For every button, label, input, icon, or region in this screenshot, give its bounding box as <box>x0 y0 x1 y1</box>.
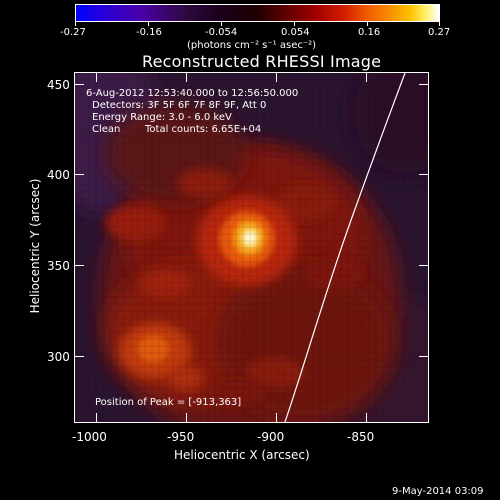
peak-position-label: Position of Peak = [-913,363] <box>95 397 242 408</box>
generation-timestamp: 9-May-2014 03:09 <box>392 486 484 497</box>
rhessi-image <box>75 73 428 422</box>
info-time-range: 6-Aug-2012 12:53:40.000 to 12:56:50.000 <box>86 88 299 99</box>
y-tick-mark <box>419 84 428 85</box>
x-tick-mark <box>276 413 277 422</box>
colorbar-tick-mark <box>439 22 440 26</box>
info-total-counts: Total counts: 6.65E+04 <box>145 124 262 135</box>
info-energy-range: Energy Range: 3.0 - 6.0 keV <box>92 112 232 123</box>
y-tick-label: 450 <box>47 78 70 92</box>
x-tick-label: -950 <box>167 430 195 444</box>
rhessi-image-svg <box>75 73 428 422</box>
colorbar-tick-label: 0.054 <box>281 27 310 38</box>
info-clean-label: Clean <box>92 124 121 135</box>
solar-limb-line <box>284 73 406 422</box>
y-tick-mark <box>75 174 84 175</box>
x-tick-label: -850 <box>347 430 375 444</box>
y-tick-mark <box>419 265 428 266</box>
y-tick-mark <box>75 265 84 266</box>
y-tick-label: 400 <box>47 168 70 182</box>
colorbar-tick-label: -0.27 <box>60 27 86 38</box>
colorbar-tick-label: 0.16 <box>358 27 381 38</box>
colorbar-tick-label: -0.16 <box>136 27 162 38</box>
colorbar-units: (photons cm⁻² s⁻¹ asec⁻²) <box>187 40 317 51</box>
x-tick-mark <box>276 73 277 82</box>
colorbar-tick-mark <box>367 22 368 26</box>
x-tick-mark <box>186 73 187 82</box>
info-detectors: Detectors: 3F 5F 6F 7F 8F 9F, Att 0 <box>92 100 267 111</box>
colorbar-tick-mark <box>221 22 222 26</box>
y-tick-mark <box>419 174 428 175</box>
colorbar-tick-label: 0.27 <box>428 27 451 38</box>
colorbar-tick-label: -0.054 <box>205 27 238 38</box>
colorbar <box>75 4 440 22</box>
x-tick-mark <box>96 73 97 82</box>
y-tick-mark <box>419 356 428 357</box>
colorbar-tick-mark <box>75 22 76 26</box>
x-tick-label: -1000 <box>72 430 107 444</box>
y-tick-label: 350 <box>47 259 70 273</box>
colorbar-tick-mark <box>294 22 295 26</box>
y-tick-label: 300 <box>47 350 70 364</box>
y-tick-mark <box>75 84 84 85</box>
x-tick-mark <box>366 413 367 422</box>
x-tick-mark <box>96 413 97 422</box>
x-tick-mark <box>186 413 187 422</box>
x-tick-mark <box>366 73 367 82</box>
colorbar-tick-mark <box>148 22 149 26</box>
x-tick-label: -900 <box>257 430 285 444</box>
x-axis-label: Heliocentric X (arcsec) <box>174 448 310 462</box>
y-tick-mark <box>75 356 84 357</box>
y-axis-label: Heliocentric Y (arcsec) <box>28 178 42 314</box>
plot-title: Reconstructed RHESSI Image <box>142 52 382 71</box>
